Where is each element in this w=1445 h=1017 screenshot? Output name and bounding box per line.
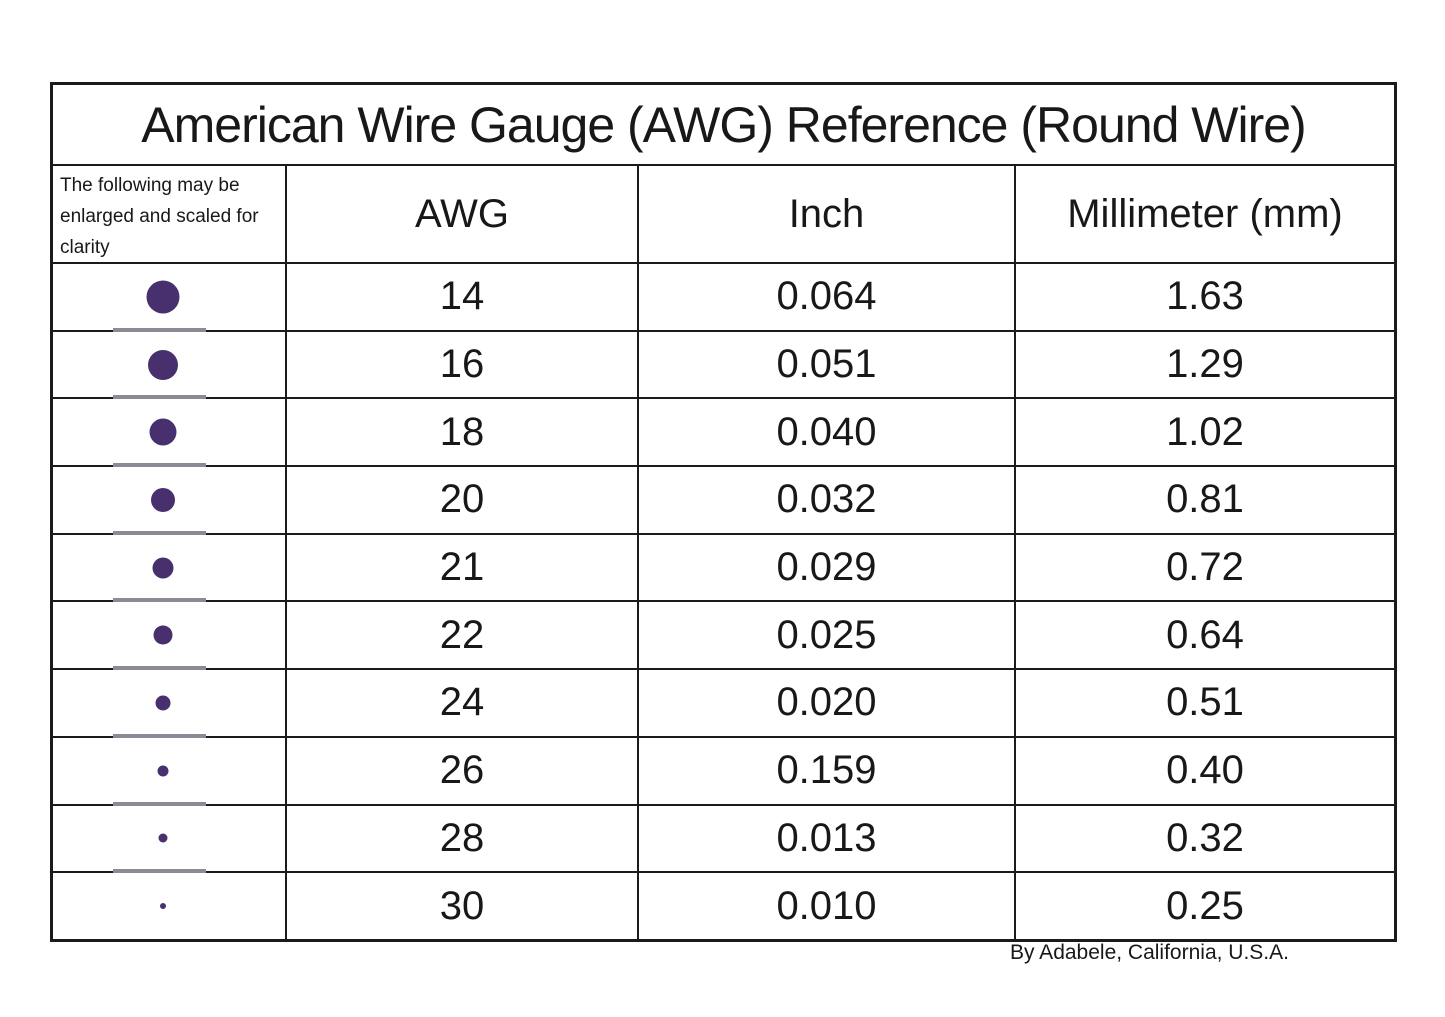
dot-underline [113, 733, 206, 738]
awg-value: 16 [285, 331, 637, 398]
wire-diameter-dot [146, 280, 180, 314]
inch-value: 0.025 [637, 602, 1014, 669]
inch-value: 0.020 [637, 670, 1014, 736]
column-header-awg: AWG [285, 166, 637, 263]
awg-value: 21 [285, 534, 637, 601]
mm-value: 0.72 [1014, 534, 1394, 601]
inch-value: 0.064 [637, 264, 1014, 330]
wire-size-dot-cell [53, 670, 285, 738]
mm-value: 0.64 [1014, 602, 1394, 669]
mm-value: 0.40 [1014, 737, 1394, 804]
wire-size-dot-cell [53, 602, 285, 671]
inch-value: 0.029 [637, 534, 1014, 601]
dot-underline [113, 801, 206, 806]
mm-value: 1.29 [1014, 331, 1394, 398]
awg-value: 22 [285, 602, 637, 669]
table-row: 18 0.040 1.02 [53, 397, 1394, 468]
inch-value: 0.010 [637, 873, 1014, 939]
scale-note: The following may be enlarged and scaled… [60, 175, 259, 258]
table-title: American Wire Gauge (AWG) Reference (Rou… [141, 96, 1306, 153]
column-header-millimeter: Millimeter (mm) [1014, 166, 1394, 263]
wire-size-dot-cell [53, 535, 285, 603]
mm-value: 1.63 [1014, 264, 1394, 330]
wire-diameter-dot [152, 557, 174, 579]
table-row: 16 0.051 1.29 [53, 329, 1394, 400]
wire-size-dot-cell [53, 264, 285, 332]
table-row: 28 0.013 0.32 [53, 803, 1394, 874]
table-row: 26 0.159 0.40 [53, 735, 1394, 806]
table-row: 30 0.010 0.25 [53, 871, 1394, 939]
wire-diameter-dot [151, 487, 175, 512]
awg-value: 20 [285, 467, 637, 533]
dot-underline [113, 598, 206, 603]
mm-value: 0.32 [1014, 805, 1394, 872]
wire-size-dot-cell [53, 738, 285, 806]
table-body: 14 0.064 1.63 16 0.051 1.29 18 0.040 1.0… [53, 262, 1394, 939]
table-row: 14 0.064 1.63 [53, 262, 1394, 332]
awg-value: 18 [285, 399, 637, 466]
wire-size-dot-cell [53, 467, 285, 535]
wire-size-dot-cell [53, 806, 285, 874]
wire-size-dot-cell [53, 399, 285, 468]
inch-value: 0.032 [637, 467, 1014, 533]
awg-value: 14 [285, 264, 637, 330]
awg-reference-table: American Wire Gauge (AWG) Reference (Rou… [50, 82, 1397, 942]
wire-size-dot-cell [53, 873, 285, 939]
dot-underline [113, 395, 206, 400]
inch-value: 0.159 [637, 737, 1014, 804]
mm-value: 0.81 [1014, 467, 1394, 533]
table-row: 24 0.020 0.51 [53, 668, 1394, 738]
mm-value: 0.51 [1014, 670, 1394, 736]
wire-diameter-dot [155, 695, 171, 711]
column-header-inch: Inch [637, 166, 1014, 263]
awg-value: 30 [285, 873, 637, 939]
table-header-row: The following may be enlarged and scaled… [53, 164, 1394, 263]
attribution-text: By Adabele, California, U.S.A. [1010, 941, 1289, 964]
awg-value: 28 [285, 805, 637, 872]
wire-diameter-dot [160, 903, 166, 910]
wire-diameter-dot [157, 765, 169, 777]
awg-value: 24 [285, 670, 637, 736]
dot-underline [113, 530, 206, 535]
dot-underline [113, 869, 206, 874]
table-row: 20 0.032 0.81 [53, 465, 1394, 535]
awg-value: 26 [285, 737, 637, 804]
mm-value: 0.25 [1014, 873, 1394, 939]
inch-value: 0.051 [637, 331, 1014, 398]
wire-diameter-dot [149, 418, 177, 446]
wire-size-dot-cell [53, 332, 285, 400]
inch-value: 0.040 [637, 399, 1014, 466]
dot-underline [113, 463, 206, 468]
wire-diameter-dot [158, 833, 168, 843]
table-row: 21 0.029 0.72 [53, 532, 1394, 603]
inch-value: 0.013 [637, 805, 1014, 872]
wire-diameter-dot [148, 349, 178, 380]
mm-value: 1.02 [1014, 399, 1394, 466]
wire-diameter-dot [153, 625, 173, 645]
dot-underline [113, 327, 206, 332]
dot-underline [113, 666, 206, 671]
table-row: 22 0.025 0.64 [53, 600, 1394, 671]
